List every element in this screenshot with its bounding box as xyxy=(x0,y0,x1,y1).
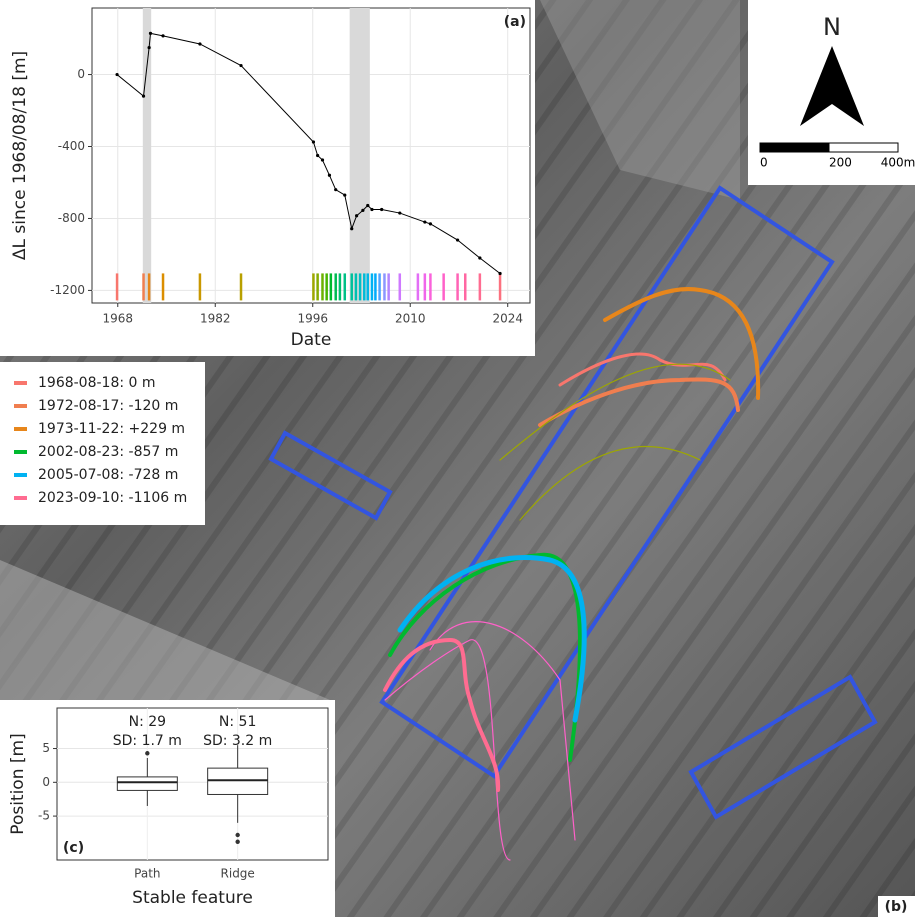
x-tick-label: 2010 xyxy=(395,312,426,326)
front-2005 xyxy=(397,555,587,723)
data-point xyxy=(147,45,151,50)
data-point xyxy=(455,238,460,242)
data-point xyxy=(498,271,502,276)
annotation: N: 29 xyxy=(129,714,166,730)
outlier xyxy=(145,751,150,756)
north-label: N xyxy=(823,13,841,41)
data-point xyxy=(334,188,338,192)
legend-label: 1972-08-17: -120 m xyxy=(38,398,178,414)
scale-label: 400m xyxy=(881,156,915,170)
outlier xyxy=(235,832,240,838)
data-point xyxy=(355,214,359,218)
panel-c: -5 0 5 N: 29 SD: 1.7 m Path N: 51 SD: 3.2 m Ridg… xyxy=(0,700,335,917)
scale-label: 0 xyxy=(760,156,768,170)
data-point xyxy=(350,227,354,231)
data-point xyxy=(115,72,119,77)
ridge xyxy=(540,0,740,200)
data-point xyxy=(398,211,402,215)
x-tick-label: 1982 xyxy=(200,312,231,326)
legend-label: 2002-08-23: -857 m xyxy=(38,444,178,460)
shaded-range xyxy=(142,8,152,303)
box xyxy=(207,767,269,795)
data-point xyxy=(327,173,332,177)
x-tick-label: 2024 xyxy=(492,312,523,326)
data-point xyxy=(478,256,482,260)
legend-label: 2005-07-08: -728 m xyxy=(38,467,178,483)
data-point xyxy=(311,140,316,144)
data-point xyxy=(428,222,433,226)
plot-area xyxy=(91,7,531,304)
data-point xyxy=(239,63,243,68)
path-box xyxy=(268,430,393,521)
scale-segment xyxy=(759,142,830,153)
annotation: SD: 1.7 m xyxy=(113,733,182,749)
data-point xyxy=(148,31,153,35)
scale-label: 200 xyxy=(829,156,852,170)
fronts-recent xyxy=(384,621,576,861)
x-axis-title: Date xyxy=(291,330,332,350)
panel-label: (a) xyxy=(504,14,526,30)
y-tick-label: 5 xyxy=(42,741,50,755)
panel-label: (c) xyxy=(63,840,84,856)
data-point xyxy=(320,158,325,162)
plot-area xyxy=(56,707,329,861)
x-axis-title: Stable feature xyxy=(132,888,253,908)
front-2002 xyxy=(388,552,582,762)
y-tick-label: 0 xyxy=(42,775,50,789)
y-tick-label: -800 xyxy=(58,211,85,225)
data-point xyxy=(161,34,165,38)
data-point xyxy=(343,193,347,197)
legend-box xyxy=(0,362,205,525)
glacier-box xyxy=(379,185,835,779)
legend: 1968-08-18: 0 m 1972-08-17: -120 m 1973-11… xyxy=(0,362,205,525)
outlier xyxy=(235,839,240,844)
front-1980s xyxy=(499,363,731,521)
data-point xyxy=(141,94,146,98)
y-tick-label: -1200 xyxy=(50,283,85,297)
front-2023 xyxy=(383,637,501,792)
legend-label: 1973-11-22: +229 m xyxy=(38,421,185,437)
x-tick-label: Path xyxy=(134,867,160,881)
front-1973 xyxy=(603,287,761,400)
annotation: N: 51 xyxy=(219,714,256,730)
y-axis-title: ΔL since 1968/08/18 [m] xyxy=(10,51,30,260)
box xyxy=(116,776,178,791)
y-axis-title: Position [m] xyxy=(8,733,28,834)
stable-zones xyxy=(268,185,878,820)
data-point xyxy=(370,207,374,212)
x-tick-label: Ridge xyxy=(221,867,255,881)
panel-label-bg xyxy=(878,896,915,917)
legend-items: 1968-08-18: 0 m 1972-08-17: -120 m 1973-11… xyxy=(14,375,187,506)
scale-bar: 0 200 400m xyxy=(759,142,915,170)
front-1972 xyxy=(538,377,740,427)
legend-label: 2023-09-10: -1106 m xyxy=(38,490,187,506)
front-lines xyxy=(383,287,761,861)
ridge-box xyxy=(688,674,878,820)
data-point xyxy=(198,42,202,46)
annotation: SD: 3.2 m xyxy=(203,733,272,749)
y-tick-label: -400 xyxy=(58,139,85,153)
front-1968 xyxy=(558,352,727,387)
panel-a: -1200 -800 -400 0 1968 1982 1996 2010 2024 (a) Dat… xyxy=(0,0,535,356)
legend-label: 1968-08-18: 0 m xyxy=(38,375,156,391)
panel-label: (b) xyxy=(885,899,908,915)
y-tick-label: -5 xyxy=(38,809,50,823)
y-tick-label: 0 xyxy=(77,67,85,81)
data-point xyxy=(366,203,370,208)
scale-segment xyxy=(828,142,899,153)
data-point xyxy=(380,207,384,212)
data-point xyxy=(423,220,427,224)
shaded-range xyxy=(349,8,370,303)
data-point xyxy=(361,208,365,212)
north-arrow xyxy=(800,46,864,126)
x-tick-label: 1996 xyxy=(297,312,328,326)
data-point xyxy=(316,153,320,158)
x-tick-label: 1968 xyxy=(102,312,133,326)
